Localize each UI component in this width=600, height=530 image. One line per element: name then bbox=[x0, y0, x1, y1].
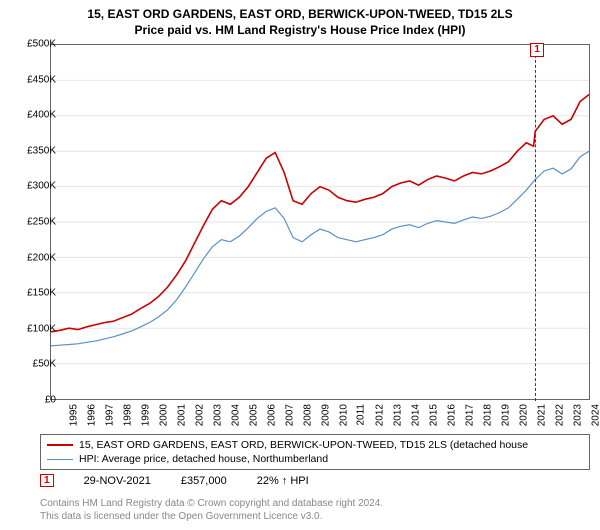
info-price: £357,000 bbox=[181, 475, 227, 487]
legend-item-hpi: HPI: Average price, detached house, Nort… bbox=[47, 452, 583, 466]
x-tick-label: 2010 bbox=[338, 404, 349, 426]
title-line-2: Price paid vs. HM Land Registry's House … bbox=[4, 22, 596, 38]
y-tick-label: £300K bbox=[10, 181, 56, 192]
title-line-1: 15, EAST ORD GARDENS, EAST ORD, BERWICK-… bbox=[4, 6, 596, 22]
x-tick-label: 1996 bbox=[86, 404, 97, 426]
y-tick-label: £150K bbox=[10, 288, 56, 299]
legend-swatch-2 bbox=[47, 459, 73, 460]
y-tick-label: £200K bbox=[10, 252, 56, 263]
x-tick-label: 2008 bbox=[302, 404, 313, 426]
marker-badge: 1 bbox=[530, 43, 544, 57]
x-tick-label: 2006 bbox=[266, 404, 277, 426]
x-tick-label: 1997 bbox=[104, 404, 115, 426]
x-tick-label: 2022 bbox=[554, 404, 565, 426]
info-row: 1 29-NOV-2021 £357,000 22% ↑ HPI bbox=[40, 474, 590, 487]
series-price-paid bbox=[51, 95, 589, 332]
x-tick-label: 2019 bbox=[500, 404, 511, 426]
plot-area: 1 bbox=[50, 44, 590, 400]
series-hpi bbox=[51, 151, 589, 346]
x-tick-label: 2021 bbox=[536, 404, 547, 426]
y-tick-label: £400K bbox=[10, 110, 56, 121]
x-tick-label: 1999 bbox=[140, 404, 151, 426]
x-tick-label: 2012 bbox=[374, 404, 385, 426]
x-tick-label: 2005 bbox=[248, 404, 259, 426]
footer-line-1: Contains HM Land Registry data © Crown c… bbox=[40, 498, 590, 511]
info-date: 29-NOV-2021 bbox=[84, 475, 151, 487]
x-tick-label: 2018 bbox=[482, 404, 493, 426]
chart-container: 15, EAST ORD GARDENS, EAST ORD, BERWICK-… bbox=[0, 0, 600, 530]
x-tick-label: 2009 bbox=[320, 404, 331, 426]
y-tick-label: £100K bbox=[10, 323, 56, 334]
title-block: 15, EAST ORD GARDENS, EAST ORD, BERWICK-… bbox=[0, 0, 600, 40]
y-tick-label: £450K bbox=[10, 74, 56, 85]
legend-label-1: 15, EAST ORD GARDENS, EAST ORD, BERWICK-… bbox=[79, 439, 528, 451]
y-tick-label: £250K bbox=[10, 217, 56, 228]
x-tick-label: 2014 bbox=[410, 404, 421, 426]
x-tick-label: 2013 bbox=[392, 404, 403, 426]
legend-swatch-1 bbox=[47, 444, 73, 446]
footer: Contains HM Land Registry data © Crown c… bbox=[40, 498, 590, 523]
info-marker-badge: 1 bbox=[40, 474, 54, 487]
x-tick-label: 2002 bbox=[194, 404, 205, 426]
x-tick-label: 2023 bbox=[572, 404, 583, 426]
chart-svg bbox=[51, 45, 589, 399]
x-tick-label: 2004 bbox=[230, 404, 241, 426]
y-tick-label: £350K bbox=[10, 145, 56, 156]
x-tick-label: 1995 bbox=[68, 404, 79, 426]
legend: 15, EAST ORD GARDENS, EAST ORD, BERWICK-… bbox=[40, 434, 590, 470]
x-tick-label: 2016 bbox=[446, 404, 457, 426]
x-tick-label: 2024 bbox=[590, 404, 600, 426]
legend-item-price-paid: 15, EAST ORD GARDENS, EAST ORD, BERWICK-… bbox=[47, 438, 583, 452]
x-tick-label: 1998 bbox=[122, 404, 133, 426]
x-tick-label: 2011 bbox=[356, 404, 367, 426]
footer-line-2: This data is licensed under the Open Gov… bbox=[40, 511, 590, 524]
x-tick-label: 2007 bbox=[284, 404, 295, 426]
y-tick-label: £50K bbox=[10, 359, 56, 370]
x-tick-label: 2015 bbox=[428, 404, 439, 426]
x-tick-label: 2000 bbox=[158, 404, 169, 426]
info-change: 22% ↑ HPI bbox=[257, 475, 309, 487]
x-tick-label: 2003 bbox=[212, 404, 223, 426]
x-tick-label: 2017 bbox=[464, 404, 475, 426]
x-tick-label: 2001 bbox=[176, 404, 187, 426]
legend-label-2: HPI: Average price, detached house, Nort… bbox=[79, 453, 328, 465]
y-tick-label: £0 bbox=[10, 395, 56, 406]
marker-line bbox=[535, 45, 536, 401]
x-tick-label: 2020 bbox=[518, 404, 529, 426]
y-tick-label: £500K bbox=[10, 39, 56, 50]
